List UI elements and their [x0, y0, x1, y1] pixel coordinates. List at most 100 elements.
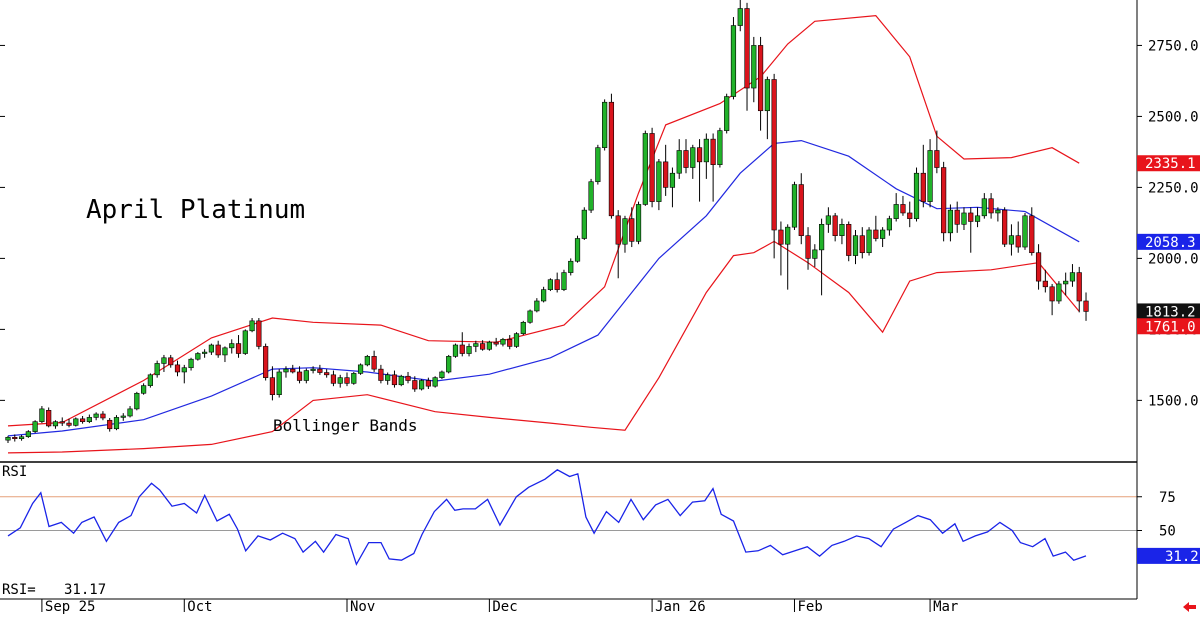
candle-body: [59, 421, 65, 424]
candle-body: [798, 184, 804, 236]
candle-body: [1076, 272, 1082, 302]
candle: [791, 181, 798, 230]
candle-body: [100, 413, 106, 419]
scroll-left-arrow-icon[interactable]: [1183, 602, 1196, 612]
y-tick-label: 2750.0: [1148, 38, 1199, 54]
candle-body: [791, 184, 798, 228]
candle: [18, 435, 25, 441]
candle: [235, 335, 242, 358]
candle: [771, 73, 777, 259]
candle: [907, 201, 913, 228]
candle: [330, 370, 337, 387]
candle-body: [873, 229, 879, 239]
candle: [751, 36, 757, 103]
candle: [357, 363, 364, 375]
candle-body: [900, 204, 906, 214]
candle: [703, 133, 709, 179]
candle: [73, 417, 79, 427]
candle: [629, 207, 635, 248]
candle-body: [473, 343, 479, 347]
candle: [805, 227, 811, 270]
candle: [825, 207, 831, 233]
chart-title: April Platinum: [86, 195, 305, 225]
candle-body: [669, 172, 676, 188]
candle: [622, 215, 628, 253]
candle: [168, 354, 174, 368]
candle: [147, 373, 153, 388]
candle: [79, 415, 86, 424]
candle: [737, 0, 743, 32]
candle: [222, 346, 228, 363]
candle-body: [378, 368, 384, 381]
candle-body: [357, 364, 364, 374]
x-tick-label: Dec: [492, 599, 517, 615]
candle: [249, 318, 255, 333]
candle-body: [391, 374, 398, 386]
candle: [229, 339, 235, 354]
candle-body: [771, 79, 777, 231]
candle-body: [296, 371, 303, 381]
candle: [554, 272, 560, 293]
candle-body: [290, 368, 296, 373]
candle: [1049, 283, 1055, 316]
candle: [32, 420, 38, 434]
candle-body: [595, 147, 601, 183]
price-badge-label: 1813.2: [1145, 304, 1196, 320]
candle: [676, 139, 682, 179]
candle-body: [988, 198, 994, 214]
candle: [663, 144, 669, 196]
candle: [351, 371, 357, 385]
candle: [479, 340, 486, 351]
candle-body: [418, 380, 425, 390]
overlay-label: Bollinger Bands: [273, 416, 418, 435]
candles: [5, 0, 1089, 443]
candle-body: [778, 229, 784, 245]
candle: [432, 376, 438, 388]
y-tick-label: 2500.0: [1148, 109, 1199, 125]
candle: [995, 207, 1001, 222]
candle: [1083, 292, 1089, 321]
candle: [1015, 221, 1021, 253]
candle: [1035, 244, 1042, 290]
candle-body: [486, 341, 492, 350]
candle-body: [351, 373, 357, 384]
candle: [269, 366, 276, 401]
candle-body: [581, 209, 587, 239]
candle: [303, 368, 309, 384]
x-axis: Sep 25 Oct Nov Dec Jan 26 Feb Mar: [41, 599, 958, 615]
candle: [344, 372, 350, 387]
candle: [656, 159, 662, 211]
candle-body: [344, 377, 350, 384]
x-tick-label: Nov: [350, 599, 375, 615]
candle-body: [893, 204, 899, 219]
candle: [107, 417, 113, 432]
candle: [859, 227, 865, 259]
candle-body: [947, 209, 954, 234]
candle-body: [371, 356, 377, 370]
candle: [317, 364, 323, 375]
candle-body: [751, 45, 757, 89]
candle-body: [269, 377, 276, 395]
candle-body: [825, 215, 831, 225]
candle: [880, 227, 886, 248]
price-badge-label: 2058.3: [1145, 235, 1196, 251]
candle-body: [602, 101, 608, 148]
candle: [696, 139, 703, 202]
candle: [683, 139, 689, 174]
candle: [547, 278, 553, 292]
candle: [635, 201, 642, 245]
price-panel: April Platinum Bollinger Bands: [5, 0, 1089, 454]
candle-body: [147, 374, 153, 386]
candle-body: [256, 320, 262, 347]
candle: [120, 413, 126, 421]
candle-body: [466, 346, 472, 354]
candle: [927, 139, 933, 208]
candle: [418, 379, 425, 391]
candle: [174, 360, 181, 377]
rsi-badge: [1137, 547, 1200, 564]
candle-body: [46, 410, 52, 427]
rsi-panel: RSI RSI= 31.17: [0, 464, 1137, 598]
price-badge: [1137, 303, 1200, 320]
candle-body: [683, 150, 689, 168]
candle-body: [337, 377, 343, 384]
